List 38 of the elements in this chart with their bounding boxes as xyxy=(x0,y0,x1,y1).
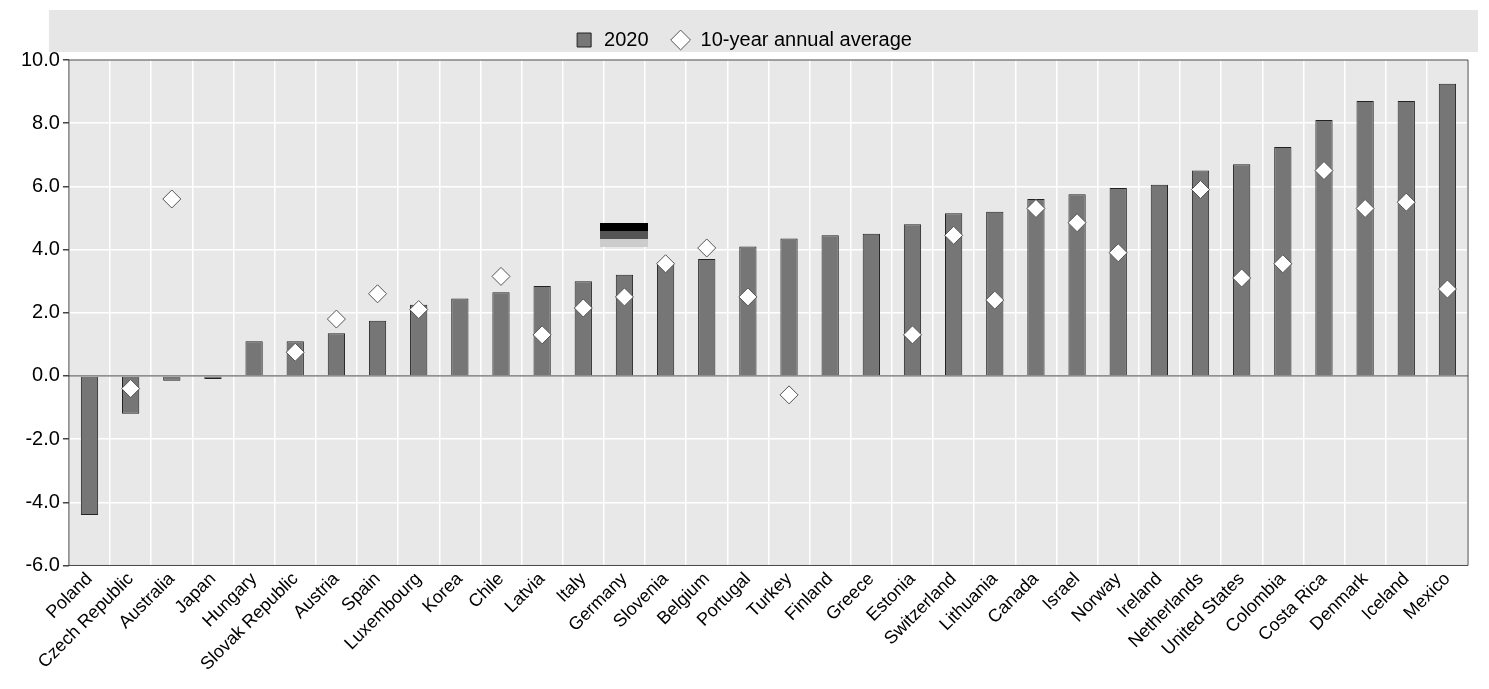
point xyxy=(1108,243,1128,263)
point xyxy=(491,266,511,286)
point xyxy=(1314,161,1334,181)
point xyxy=(573,298,593,318)
point xyxy=(779,385,799,405)
point xyxy=(985,290,1005,310)
y-tick-label: -6.0 xyxy=(25,552,60,575)
point xyxy=(121,379,141,399)
point xyxy=(1396,192,1416,212)
point xyxy=(1232,268,1252,288)
point xyxy=(532,325,552,345)
point xyxy=(738,287,758,307)
point xyxy=(162,189,182,209)
point xyxy=(1191,180,1211,200)
y-tick-label: 0.0 xyxy=(32,363,60,386)
y-tick-label: 6.0 xyxy=(32,173,60,196)
legend-label: 2020 xyxy=(604,27,649,50)
point xyxy=(656,254,676,274)
point xyxy=(409,300,429,320)
legend-label: 10-year annual average xyxy=(700,27,912,50)
point xyxy=(1067,213,1087,233)
y-tick-label: 8.0 xyxy=(32,110,60,133)
point xyxy=(1026,198,1046,218)
point xyxy=(697,238,717,258)
point xyxy=(614,287,634,307)
point xyxy=(1273,254,1293,274)
point xyxy=(1437,279,1457,299)
y-tick-label: -2.0 xyxy=(25,426,60,449)
point xyxy=(1355,198,1375,218)
point xyxy=(902,325,922,345)
point xyxy=(326,309,346,329)
point xyxy=(944,225,964,245)
y-tick-label: 2.0 xyxy=(32,300,60,323)
point xyxy=(368,284,388,304)
point xyxy=(285,342,305,362)
y-tick-label: -4.0 xyxy=(25,489,60,512)
y-tick-label: 10.0 xyxy=(20,47,60,70)
y-tick-label: 4.0 xyxy=(32,237,60,260)
